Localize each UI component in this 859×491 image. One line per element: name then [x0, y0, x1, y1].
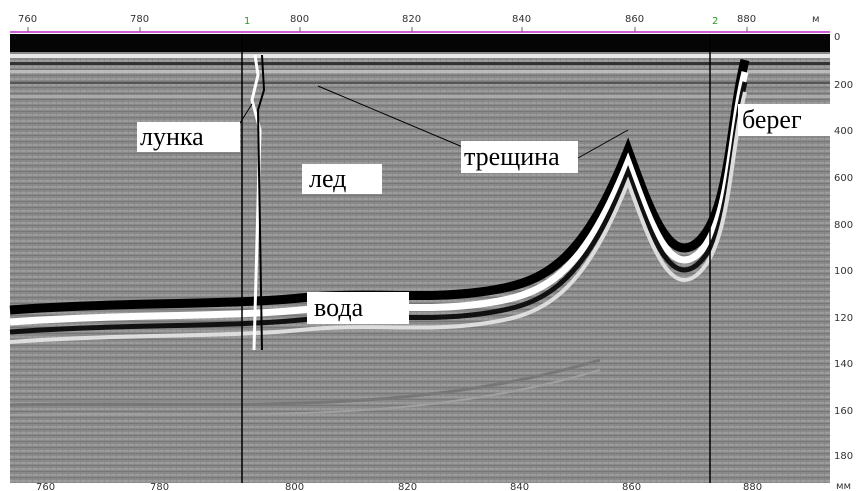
bottom-tick-label: 880: [743, 482, 762, 491]
right-tick-label: 0: [834, 32, 840, 43]
top-tick-label: 820: [402, 14, 421, 25]
right-tick-label: 600: [834, 173, 853, 184]
radar-image: [10, 34, 830, 483]
bottom-tick-label: 860: [622, 482, 641, 491]
annotation: вода: [314, 293, 364, 322]
annotation: берег: [742, 105, 802, 134]
top-tick-label: 760: [18, 14, 37, 25]
annotation: лунка: [140, 122, 204, 151]
right-tick-label: 160: [834, 406, 853, 417]
bottom-tick-label: 820: [398, 482, 417, 491]
right-tick-label: 140: [834, 359, 853, 370]
top-tick-label: 860: [625, 14, 644, 25]
top-tick-label: 800: [290, 14, 309, 25]
radargram-view: 1 2 м мм лунка трещина лед берег вода 76…: [0, 0, 859, 491]
annotation: трещина: [464, 142, 560, 171]
bottom-tick-label: 780: [150, 482, 169, 491]
right-tick-label: 800: [834, 220, 853, 231]
marker-label: 2: [712, 16, 718, 27]
top-tick-label: 880: [737, 14, 756, 25]
bottom-tick-label: 840: [510, 482, 529, 491]
bottom-tick-label: 800: [285, 482, 304, 491]
top-tick-label: 780: [130, 14, 149, 25]
right-tick-label: 400: [834, 126, 853, 137]
right-tick-label: 120: [834, 313, 853, 324]
bottom-tick-label: 760: [36, 482, 55, 491]
right-tick-label: 200: [834, 80, 853, 91]
bottom-axis-unit: мм: [836, 481, 851, 491]
right-tick-label: 180: [834, 451, 853, 462]
right-tick-label: 100: [834, 266, 853, 277]
top-axis-unit: м: [812, 14, 820, 25]
top-tick-label: 840: [512, 14, 531, 25]
annotation: лед: [309, 164, 346, 193]
marker-label: 1: [244, 16, 250, 27]
